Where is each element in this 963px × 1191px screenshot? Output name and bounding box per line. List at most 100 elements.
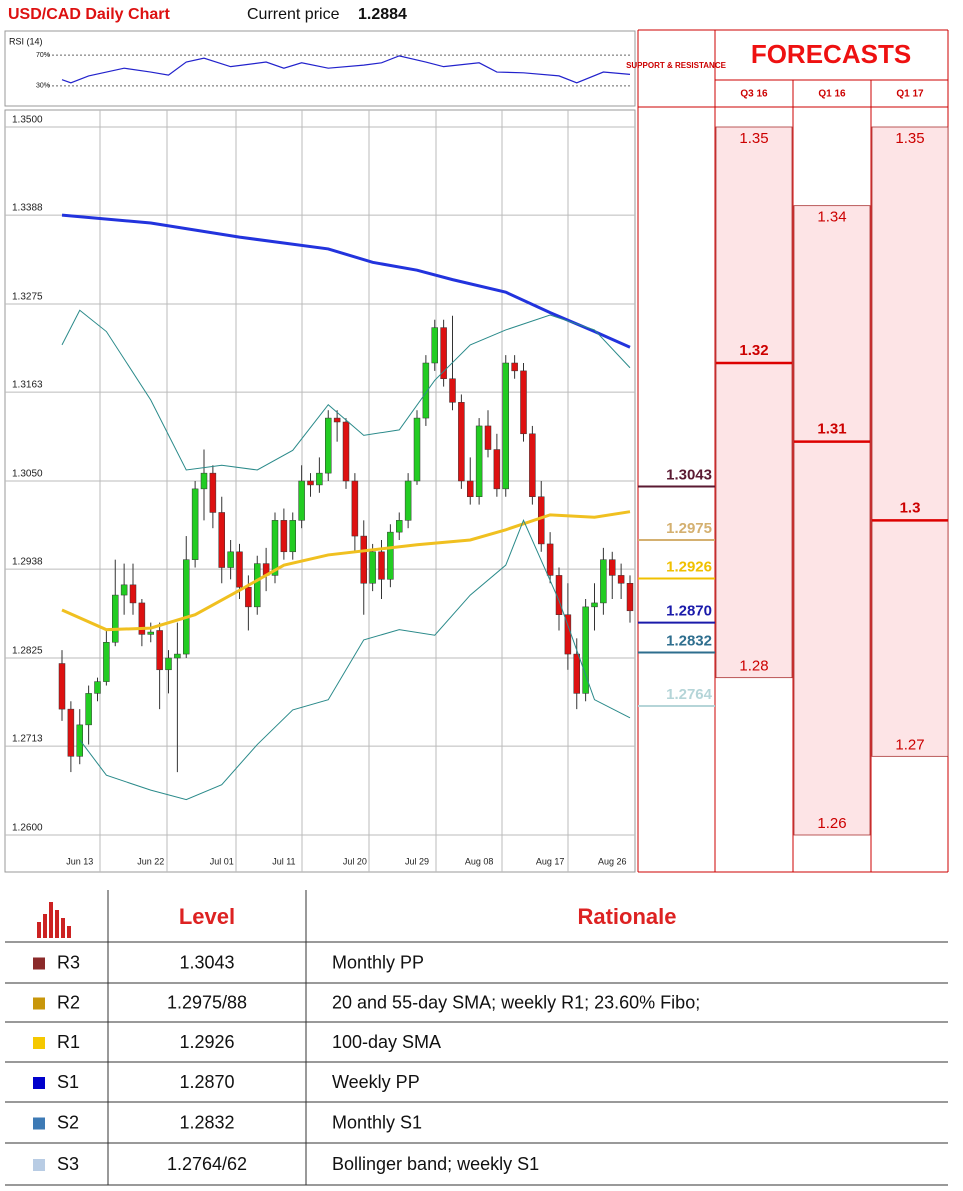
- level-name: S2: [57, 1112, 79, 1132]
- candle-body: [467, 480, 474, 497]
- indicator-line: [79, 519, 631, 801]
- candle-body: [458, 402, 465, 482]
- price: 1.2884: [358, 6, 407, 23]
- candle-body: [582, 606, 589, 694]
- candle-body: [85, 693, 92, 726]
- candle-body: [440, 327, 447, 379]
- candle-body: [147, 631, 154, 635]
- v-grid: [99, 110, 569, 872]
- forecast-high: 1.34: [817, 209, 846, 226]
- candle-body: [475, 425, 483, 497]
- candle-body: [209, 472, 217, 513]
- candle-body: [626, 583, 634, 612]
- candle-body: [484, 425, 492, 450]
- sr-label: 1.2764: [666, 686, 713, 703]
- level-value: 1.2764/62: [167, 1154, 247, 1174]
- level-rationale: 100-day SMA: [332, 1032, 441, 1052]
- level-rationale: Monthly PP: [332, 952, 424, 972]
- indicator-line: [61, 309, 631, 471]
- table-lines: [5, 890, 948, 1186]
- x-tick-label: Jul 01: [210, 856, 234, 866]
- forecast-low: 1.28: [739, 658, 768, 675]
- candle-body: [600, 559, 607, 604]
- level-name: S1: [57, 1072, 79, 1092]
- chart-frame: [4, 109, 636, 873]
- candle-body: [325, 417, 332, 474]
- candle-body: [449, 378, 456, 403]
- candle-body: [431, 327, 438, 364]
- candle-body: [511, 362, 518, 372]
- candle-body: [129, 584, 137, 604]
- y-tick-label: 1.2600: [12, 823, 43, 834]
- forecast-low: 1.27: [895, 736, 924, 753]
- level-swatch: [33, 1159, 45, 1171]
- forecast-mid-label: 1.31: [817, 421, 846, 438]
- candle-body: [422, 362, 430, 419]
- level-value: 1.2926: [179, 1032, 234, 1052]
- candle-body: [529, 433, 536, 497]
- candle-body: [538, 496, 545, 545]
- candle-body: [165, 657, 172, 671]
- candle-body: [103, 642, 110, 682]
- candle-body: [378, 551, 385, 580]
- candle-body: [546, 543, 554, 576]
- forecast-range: [871, 126, 949, 757]
- candle-body: [138, 602, 146, 635]
- level-swatch: [33, 997, 45, 1010]
- candle-body: [112, 594, 119, 643]
- candle-body: [342, 421, 350, 482]
- level-rationale: Weekly PP: [332, 1072, 420, 1092]
- candle-body: [156, 630, 163, 671]
- candle-body: [555, 575, 563, 615]
- forecast-title: FORECASTS: [751, 39, 911, 69]
- candle-body: [298, 480, 305, 521]
- y-tick-label: 1.3275: [12, 292, 43, 303]
- table-header: Rationale: [577, 904, 676, 929]
- y-tick-label: 1.2713: [12, 734, 43, 745]
- candle-body: [617, 575, 625, 584]
- level-rationale: 20 and 55-day SMA; weekly R1; 23.60% Fib…: [332, 992, 700, 1012]
- forecast-high: 1.35: [895, 130, 924, 147]
- x-tick-label: Aug 17: [536, 856, 565, 866]
- candle-body: [94, 681, 101, 694]
- indicator-line: [61, 510, 631, 632]
- candle-body: [591, 602, 598, 608]
- candle-body: [191, 488, 199, 560]
- sr-label: 1.3043: [666, 466, 712, 483]
- candle-body: [67, 708, 75, 757]
- candle-body: [493, 449, 501, 490]
- y-tick-label: 1.2825: [12, 646, 43, 657]
- forecast-high: 1.35: [739, 130, 768, 147]
- candle-body: [307, 480, 314, 486]
- forecast-range: [793, 205, 871, 836]
- y-tick-label: 1.3500: [12, 115, 43, 126]
- level-value: 1.3043: [179, 952, 234, 972]
- candle-body: [360, 535, 367, 584]
- x-tick-label: Aug 26: [598, 856, 627, 866]
- indicator-line: [61, 213, 631, 349]
- forecast-column: Q3 16: [740, 89, 768, 100]
- title: USD/CAD Daily Chart: [8, 6, 170, 23]
- price-label: Current price: [247, 6, 340, 23]
- candle-body: [333, 417, 341, 423]
- forecast-column: Q1 16: [818, 89, 846, 100]
- candle-body: [316, 472, 323, 486]
- forecast-column: Q1 17: [896, 89, 924, 100]
- level-name: S3: [57, 1154, 79, 1174]
- candle-body: [120, 584, 128, 596]
- candle-body: [609, 559, 616, 576]
- candle-body: [236, 551, 243, 588]
- forecast-mid-label: 1.3: [900, 499, 921, 516]
- y-tick-label: 1.3050: [12, 469, 43, 480]
- candle-body: [404, 480, 412, 521]
- x-tick-label: Jun 22: [137, 856, 164, 866]
- level-name: R1: [57, 1032, 80, 1052]
- candle-body: [520, 370, 527, 435]
- candle-body: [369, 551, 376, 584]
- sr-title: SUPPORT & RESISTANCE: [626, 61, 727, 70]
- y-tick-label: 1.3388: [12, 203, 43, 214]
- sr-label: 1.2975: [666, 520, 712, 537]
- x-tick-label: Jun 13: [66, 856, 93, 866]
- x-tick-label: Jul 11: [272, 856, 295, 866]
